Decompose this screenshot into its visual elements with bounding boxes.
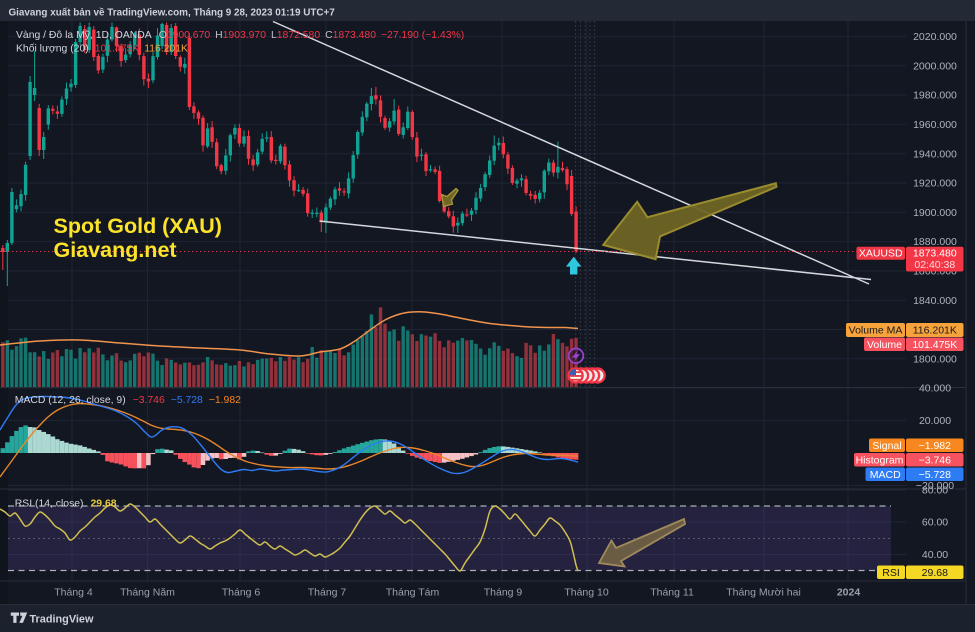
svg-text:−1.982: −1.982 [919, 440, 952, 452]
svg-text:Tháng Năm: Tháng Năm [120, 587, 175, 599]
svg-text:1880.000: 1880.000 [913, 236, 957, 248]
svg-text:1940.000: 1940.000 [913, 148, 957, 160]
svg-text:Tháng Tám: Tháng Tám [386, 587, 440, 599]
svg-text:TradingView: TradingView [30, 613, 94, 625]
svg-text:Tháng 10: Tháng 10 [564, 587, 609, 599]
svg-text:Tháng 6: Tháng 6 [222, 587, 261, 599]
svg-text:Tháng 7: Tháng 7 [308, 587, 347, 599]
svg-text:40.00: 40.00 [922, 549, 948, 561]
svg-text:Tháng Mười hai: Tháng Mười hai [726, 587, 801, 599]
svg-text:Spot Gold (XAU): Spot Gold (XAU) [54, 214, 222, 238]
svg-text:60.00: 60.00 [922, 517, 948, 529]
svg-text:1920.000: 1920.000 [913, 178, 957, 190]
svg-text:1840.000: 1840.000 [913, 295, 957, 307]
svg-text:XAUUSD: XAUUSD [859, 247, 903, 259]
svg-text:−20.000: −20.000 [916, 480, 954, 492]
svg-text:2024: 2024 [837, 587, 861, 599]
svg-text:Signal: Signal [872, 440, 901, 452]
svg-text:−5.728: −5.728 [919, 469, 952, 481]
svg-text:40.000: 40.000 [919, 383, 951, 395]
svg-text:Giavang.net: Giavang.net [54, 238, 177, 262]
svg-text:29.68: 29.68 [922, 567, 948, 579]
svg-text:Volume: Volume [867, 339, 902, 351]
svg-text:RSI: RSI [882, 567, 900, 579]
svg-text:1960.000: 1960.000 [913, 119, 957, 131]
svg-text:Tháng 11: Tháng 11 [650, 587, 694, 599]
svg-text:Tháng 9: Tháng 9 [484, 587, 523, 599]
svg-text:−3.746: −3.746 [919, 454, 952, 466]
svg-text:116.201K: 116.201K [913, 324, 957, 336]
svg-text:MACD (12, 26, close, 9)−3.746−: MACD (12, 26, close, 9) −3.746 −5.728 −1.98… [15, 395, 241, 406]
svg-text:02:40:38: 02:40:38 [914, 259, 955, 271]
svg-text:Volume MA: Volume MA [849, 324, 903, 336]
svg-text:1980.000: 1980.000 [913, 90, 957, 102]
svg-text:80.00: 80.00 [922, 485, 948, 497]
svg-text:1800.000: 1800.000 [913, 353, 957, 365]
svg-text:Giavang xuất bản về TradingVie: Giavang xuất bản về TradingView.com, Thá… [9, 8, 336, 19]
svg-text:RSI (14, close)29.68: RSI (14, close) 29.68 [15, 499, 117, 510]
svg-text:MACD: MACD [870, 469, 901, 481]
svg-text:2000.000: 2000.000 [913, 60, 957, 72]
svg-text:101.475K: 101.475K [912, 339, 957, 351]
svg-text:1873.480: 1873.480 [913, 248, 957, 260]
svg-text:1900.000: 1900.000 [913, 207, 957, 219]
svg-text:Histogram: Histogram [856, 454, 904, 466]
svg-text:Tháng 4: Tháng 4 [54, 587, 93, 599]
svg-text:2020.000: 2020.000 [913, 31, 957, 43]
svg-text:20.000: 20.000 [919, 415, 951, 427]
